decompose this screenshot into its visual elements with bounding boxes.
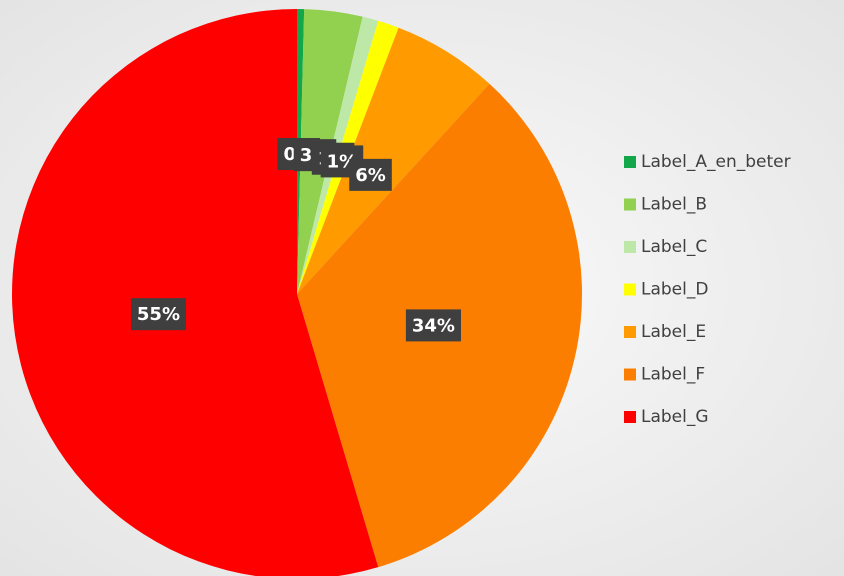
legend-swatch — [624, 368, 636, 381]
legend-label: Label_G — [641, 407, 709, 427]
legend-swatch — [624, 156, 636, 168]
data-label-box — [349, 158, 392, 191]
legend-swatch — [624, 283, 636, 296]
legend-label: Label_E — [641, 322, 706, 342]
data-label-text: 6% — [355, 165, 386, 186]
legend-label: Label_A_en_beter — [641, 152, 791, 172]
legend-label: Label_B — [641, 195, 707, 215]
data-label-text: 34% — [412, 315, 455, 336]
legend-swatch — [624, 198, 636, 211]
data-label: 55% — [130, 298, 187, 331]
legend-label: Label_D — [641, 280, 708, 300]
legend-swatch — [624, 326, 636, 338]
data-label: 6% — [349, 158, 392, 191]
pie-slice — [297, 27, 490, 295]
legend-swatch — [624, 241, 636, 253]
legend-swatch — [624, 411, 636, 423]
data-label-text: 55% — [137, 304, 180, 325]
data-label: 34% — [405, 309, 461, 342]
data-label-box — [405, 309, 461, 342]
legend-label: Label_F — [641, 365, 705, 385]
data-label-box — [130, 298, 187, 331]
legend-label: Label_C — [641, 237, 707, 257]
